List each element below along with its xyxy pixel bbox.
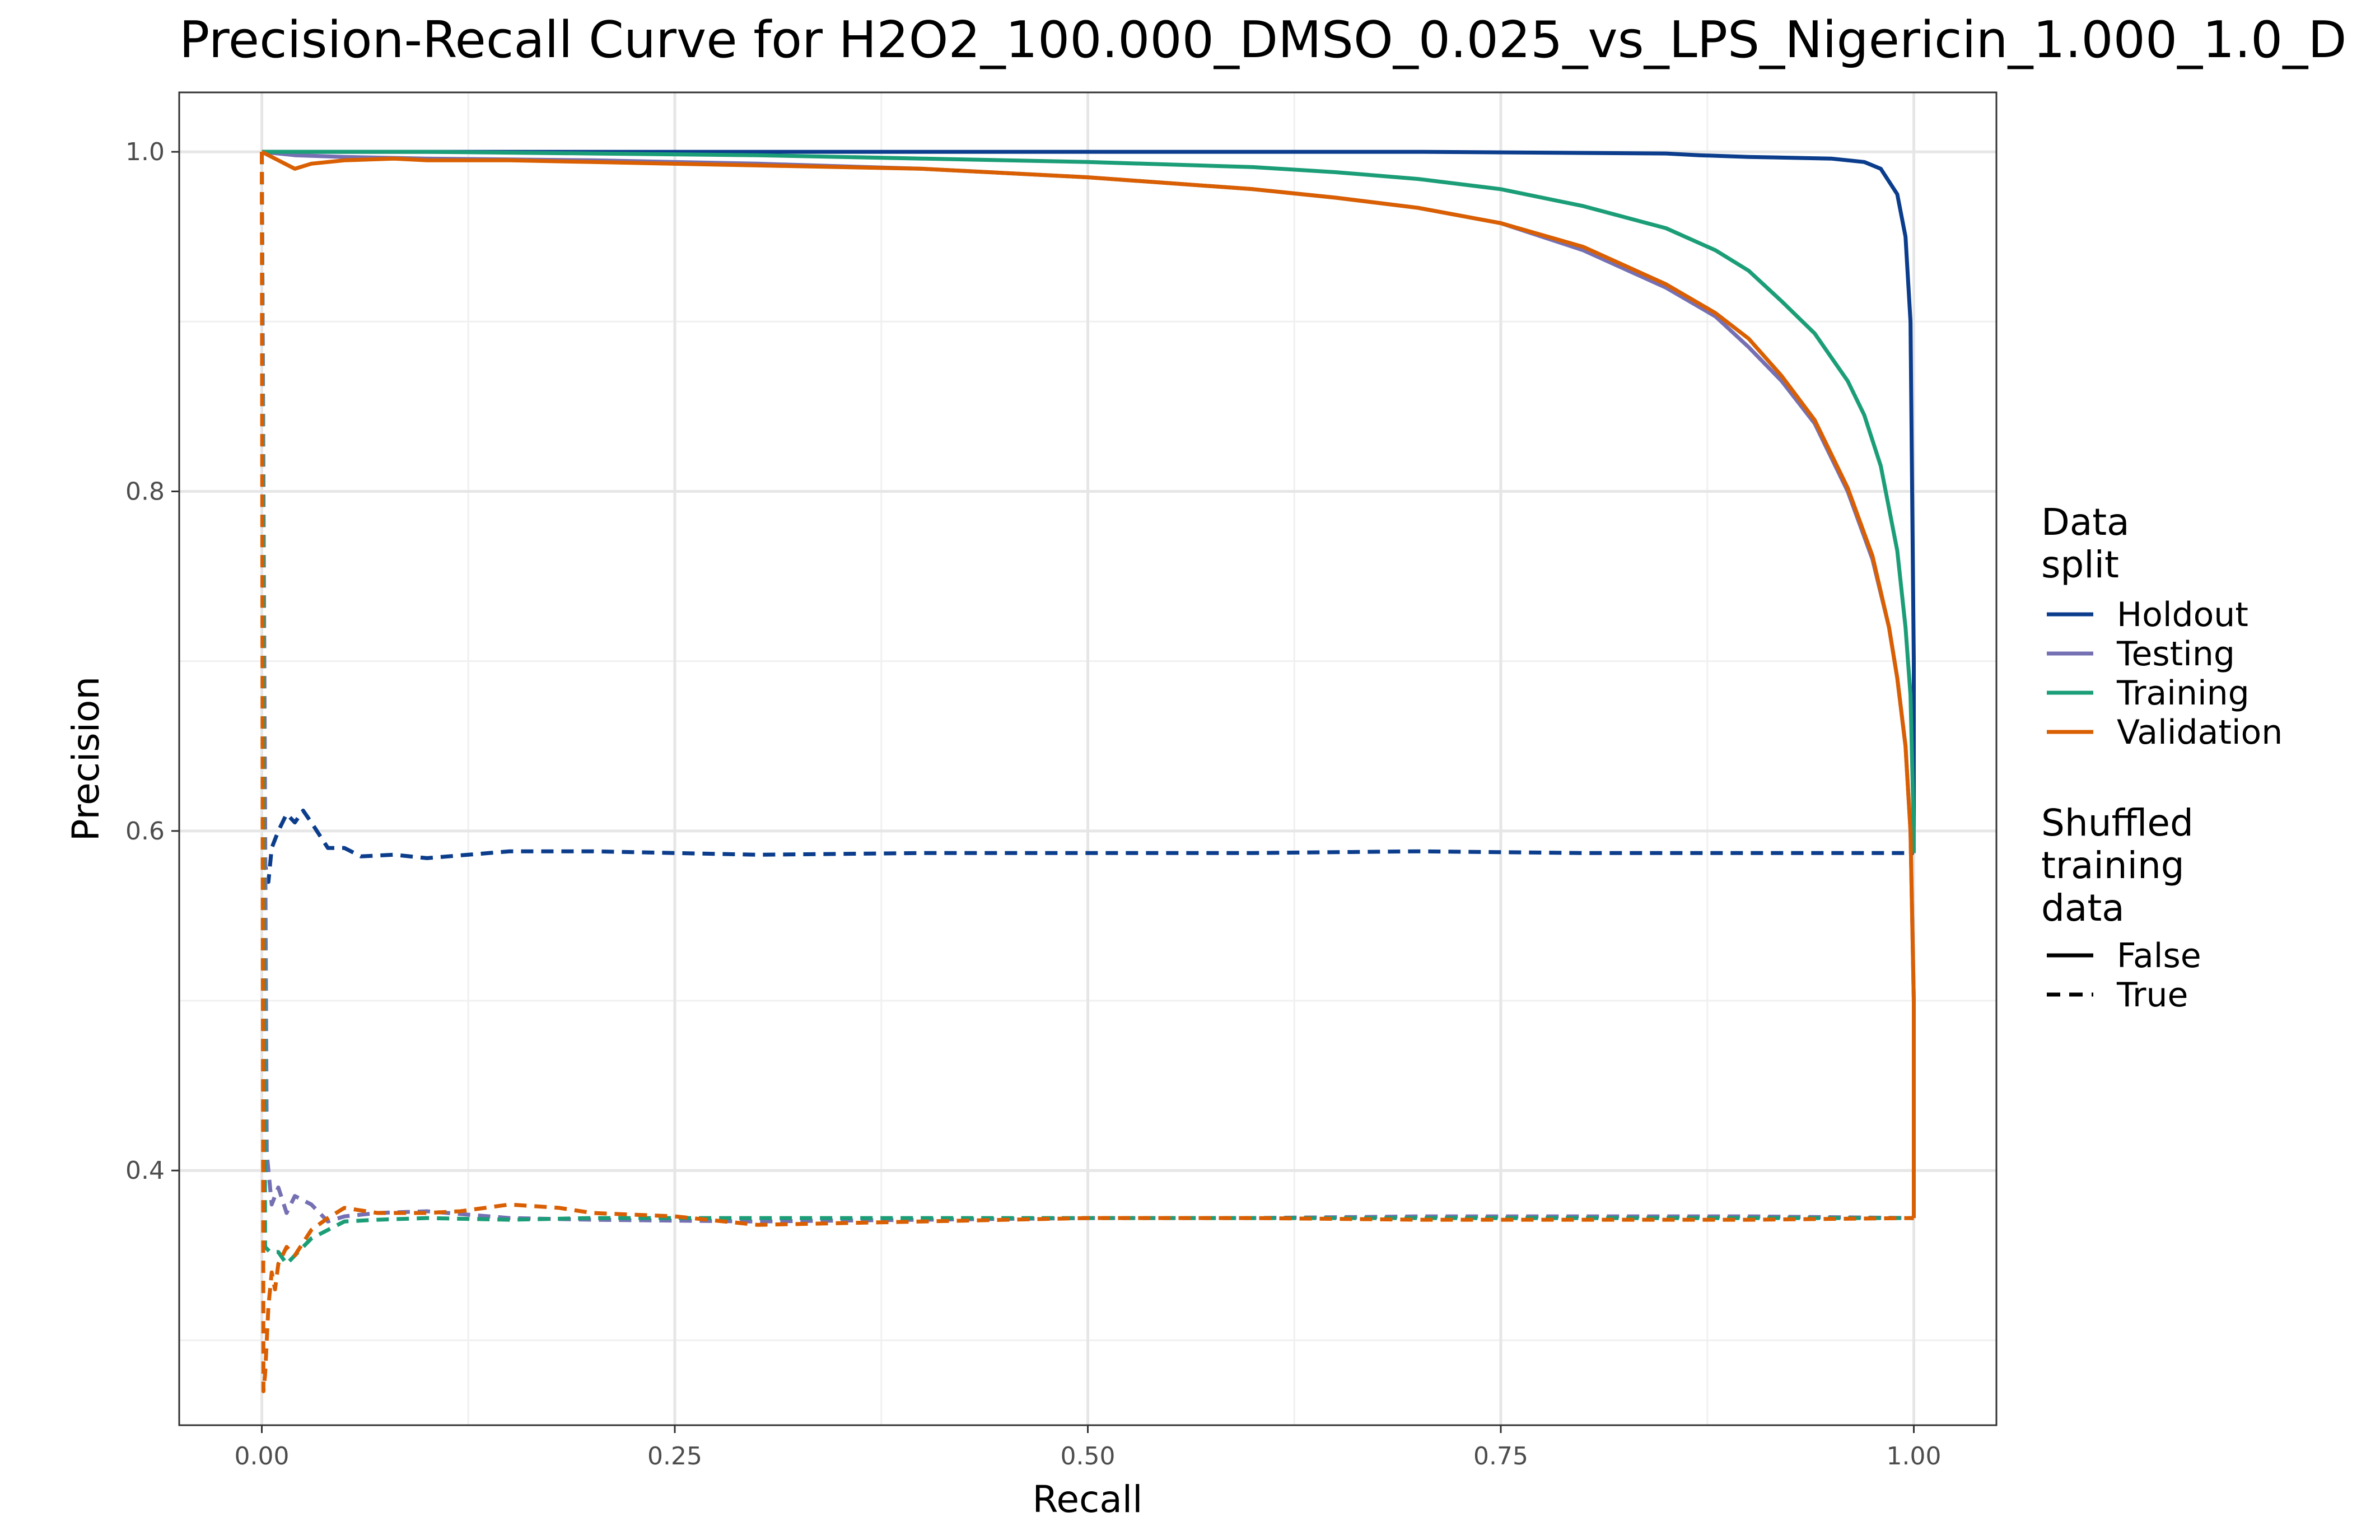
x-axis-title: Recall: [1033, 1478, 1143, 1521]
grid-lines: [179, 92, 1996, 1425]
series-line-validation: [260, 150, 1916, 1219]
series-line-holdout: [262, 150, 1916, 853]
y-axis-title: Precision: [64, 676, 108, 842]
x-tick-label: 1.00: [1887, 1442, 1942, 1471]
x-tick-label: 0.00: [235, 1442, 290, 1471]
legend-label-training: Training: [2116, 674, 2250, 713]
y-tick-label: 1.0: [125, 138, 165, 166]
series-line-training-shuffled: [260, 152, 1914, 1266]
x-tick-label: 0.50: [1061, 1442, 1116, 1471]
legend-label-false: False: [2117, 936, 2201, 976]
legend-label-holdout: Holdout: [2117, 595, 2248, 634]
series-lines: [260, 150, 1916, 1393]
legend-label-true: True: [2116, 976, 2188, 1015]
chart-title: Precision-Recall Curve for H2O2_100.000_…: [179, 11, 2347, 69]
y-tick-label: 0.4: [125, 1156, 165, 1185]
legend-data-split: Data split HoldoutTestingTrainingValidatio…: [2041, 501, 2283, 752]
y-axis-ticks: 0.4 0.6 0.8 1.0: [125, 138, 179, 1185]
legend-label-validation: Validation: [2117, 713, 2283, 752]
series-line-validation-shuffled: [260, 152, 1914, 1393]
series-line-training: [262, 150, 1916, 853]
legend-label-testing: Testing: [2116, 634, 2235, 674]
series-line-testing-shuffled: [260, 152, 1914, 1224]
legend-data-split-title: Data split: [2041, 501, 2130, 586]
y-tick-label: 0.6: [125, 817, 165, 846]
x-tick-label: 0.25: [647, 1442, 702, 1471]
legend-shuffled-title: Shuffled training data: [2041, 801, 2194, 930]
x-axis-ticks: 0.00 0.25 0.50 0.75 1.00: [235, 1425, 1942, 1471]
y-tick-label: 0.8: [125, 477, 165, 506]
x-tick-label: 0.75: [1473, 1442, 1528, 1471]
